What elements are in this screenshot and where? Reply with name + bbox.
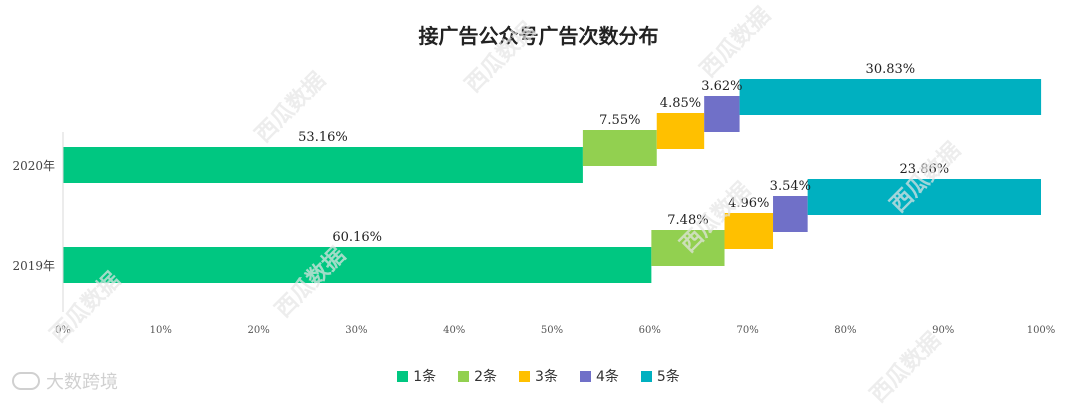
legend-label: 2条 xyxy=(474,369,498,385)
x-tick-label: 10% xyxy=(150,325,172,336)
bar-segment xyxy=(63,247,652,283)
legend-label: 4条 xyxy=(595,369,619,385)
data-label: 30.83% xyxy=(866,62,916,77)
data-label: 60.16% xyxy=(332,230,382,245)
legend-item: 3条 xyxy=(519,366,558,386)
x-tick-label: 50% xyxy=(541,325,563,336)
x-tick-label: 100% xyxy=(1027,325,1056,336)
bar-segment xyxy=(656,113,705,149)
bar-segment xyxy=(724,213,774,249)
legend-label: 1条 xyxy=(413,369,437,385)
data-label: 7.48% xyxy=(667,213,708,228)
category-label: 2019年 xyxy=(12,259,55,273)
x-tick-label: 30% xyxy=(345,325,367,336)
x-tick-label: 40% xyxy=(443,325,465,336)
bar-segment xyxy=(582,130,657,166)
legend-item: 5条 xyxy=(640,366,680,386)
data-label: 3.62% xyxy=(701,79,742,94)
bar-segment xyxy=(651,230,725,266)
x-tick-label: 0% xyxy=(55,325,71,336)
legend-label: 3条 xyxy=(535,369,558,385)
legend-swatch xyxy=(458,370,470,382)
brand-logo-icon xyxy=(12,372,40,390)
x-tick-label: 90% xyxy=(932,325,954,336)
x-tick-label: 60% xyxy=(639,325,661,336)
brand-name: 大数跨境 xyxy=(46,372,118,393)
category-label: 2020年 xyxy=(12,159,55,173)
bars-group xyxy=(63,79,1042,283)
bar-segment xyxy=(773,196,808,232)
legend-swatch xyxy=(640,370,652,382)
x-tick-label: 70% xyxy=(736,325,758,336)
bar-segment xyxy=(739,79,1042,115)
bar-segment xyxy=(63,147,583,183)
data-label: 53.16% xyxy=(298,130,348,145)
chart-title: 接广告公众号广告次数分布 xyxy=(418,24,659,48)
data-label: 4.85% xyxy=(660,96,701,111)
legend-label: 5条 xyxy=(656,369,680,385)
data-label: 4.96% xyxy=(728,196,769,211)
data-label: 3.54% xyxy=(770,179,811,194)
x-tick-label: 80% xyxy=(834,325,856,336)
labels-group: 53.16% 7.55% 4.85%3.62% 30.83% 60.16% 7.48% 4.… xyxy=(298,62,949,245)
brand-mark: 大数跨境 xyxy=(12,368,118,394)
bar-segment xyxy=(807,179,1041,215)
legend-item: 1条 xyxy=(397,366,436,386)
bar-segment xyxy=(704,96,740,132)
legend: 1条 2条 3条 4条 5条 xyxy=(0,366,1077,386)
x-tick-label: 20% xyxy=(247,325,269,336)
data-label: 23.86% xyxy=(900,162,950,177)
legend-item: 4条 xyxy=(579,366,619,386)
legend-swatch xyxy=(579,370,591,382)
data-label: 7.55% xyxy=(599,113,640,128)
legend-swatch xyxy=(397,370,409,382)
legend-item: 2条 xyxy=(458,366,497,386)
legend-swatch xyxy=(519,370,531,382)
axes-group: 2020年 2019年 0% 10% 20% 30% 40% 50% 60% 70% 80% 90% 1… xyxy=(12,132,1055,336)
